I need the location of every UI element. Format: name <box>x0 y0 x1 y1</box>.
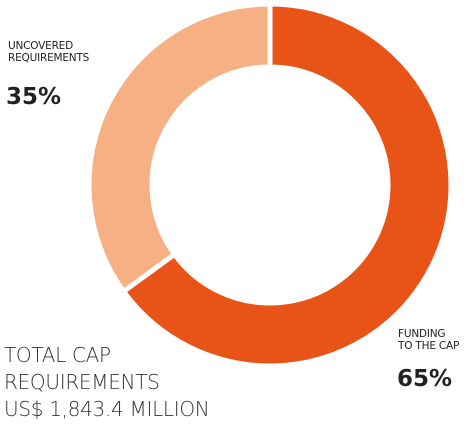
value-label: 65% <box>397 366 453 392</box>
category-label: FUNDING TO THE CAP <box>398 328 460 352</box>
category-label: UNCOVERED REQUIREMENTS <box>8 40 90 64</box>
donut-segment <box>86 1 273 295</box>
total-annotation: TOTAL CAP REQUIREMENTS US$ 1,843.4 MILLI… <box>4 343 210 421</box>
value-label: 35% <box>6 84 62 110</box>
donut-segment <box>120 1 454 369</box>
